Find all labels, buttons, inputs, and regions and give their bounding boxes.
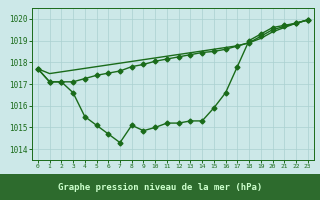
Text: Graphe pression niveau de la mer (hPa): Graphe pression niveau de la mer (hPa) [58,182,262,192]
